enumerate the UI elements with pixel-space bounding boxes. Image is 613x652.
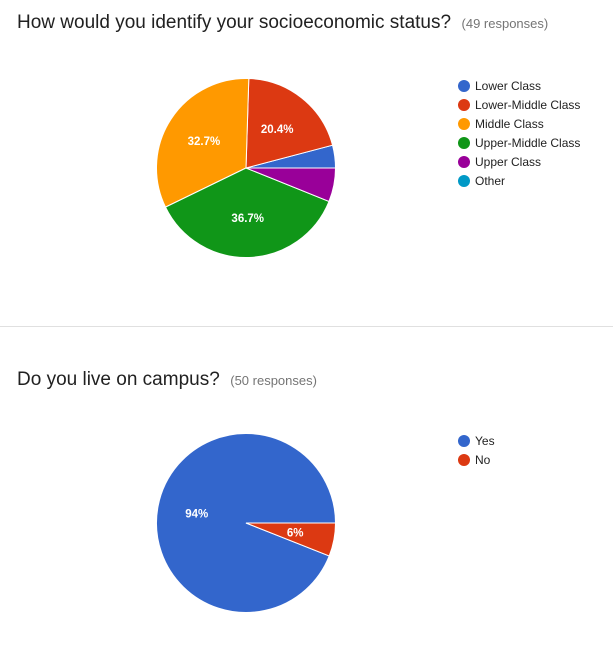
pie-slice-upper-class <box>245 167 337 203</box>
legend-item-other: Other <box>458 171 580 190</box>
legend-item-upper-middle-class: Upper-Middle Class <box>458 133 580 152</box>
legend-item-lower-class: Lower Class <box>458 76 580 95</box>
legend-swatch <box>458 79 470 92</box>
response-count: (50 responses) <box>230 372 317 388</box>
legend-swatch <box>458 117 470 130</box>
legend-item-upper-class: Upper Class <box>458 152 580 171</box>
question-header: Do you live on campus? (50 responses) <box>17 369 317 391</box>
legend-item-no: No <box>458 450 495 469</box>
question-title: Do you live on campus? <box>17 369 220 390</box>
question-card-campus: Do you live on campus? (50 responses) 94… <box>0 326 613 652</box>
legend-label: Other <box>475 173 506 188</box>
pie-slice-lower-middle-class <box>245 78 334 169</box>
slice-label-middle-class: 32.7% <box>188 136 221 148</box>
legend-item-lower-middle-class: Lower-Middle Class <box>458 95 580 114</box>
legend-label: Lower Class <box>475 78 542 93</box>
pie-chart-socioeconomic: 20.4% 32.7% 36.7% <box>156 78 337 259</box>
chart-legend-campus: Yes No <box>458 431 495 469</box>
legend-label: No <box>475 452 491 467</box>
pie-slice-no <box>245 522 337 557</box>
legend-label: Lower-Middle Class <box>475 97 581 112</box>
legend-swatch <box>458 98 470 111</box>
legend-label: Upper Class <box>475 154 542 169</box>
pie-chart-campus: 94% 6% <box>156 432 337 613</box>
slice-label-upper-middle-class: 36.7% <box>231 213 264 225</box>
pie-slice-upper-middle-class <box>164 167 330 259</box>
chart-legend-socioeconomic: Lower Class Lower-Middle Class Middle Clas… <box>458 76 580 190</box>
legend-label: Upper-Middle Class <box>475 135 581 150</box>
slice-label-lower-middle-class: 20.4% <box>261 124 294 136</box>
legend-swatch <box>458 136 470 149</box>
legend-swatch <box>458 174 470 187</box>
question-header: How would you identify your socioeconomi… <box>17 12 548 34</box>
legend-label: Middle Class <box>475 116 544 131</box>
question-title: How would you identify your socioeconomi… <box>17 12 452 33</box>
legend-swatch <box>458 434 470 447</box>
legend-swatch <box>458 155 470 168</box>
pie-slice-middle-class <box>156 78 250 208</box>
legend-item-yes: Yes <box>458 431 495 450</box>
response-count: (49 responses) <box>461 15 549 31</box>
question-card-socioeconomic: How would you identify your socioeconomi… <box>17 12 580 259</box>
slice-label-no: 6% <box>287 527 304 539</box>
legend-item-middle-class: Middle Class <box>458 114 580 133</box>
legend-label: Yes <box>475 433 495 448</box>
slice-label-yes: 94% <box>185 509 208 521</box>
legend-swatch <box>458 453 470 466</box>
